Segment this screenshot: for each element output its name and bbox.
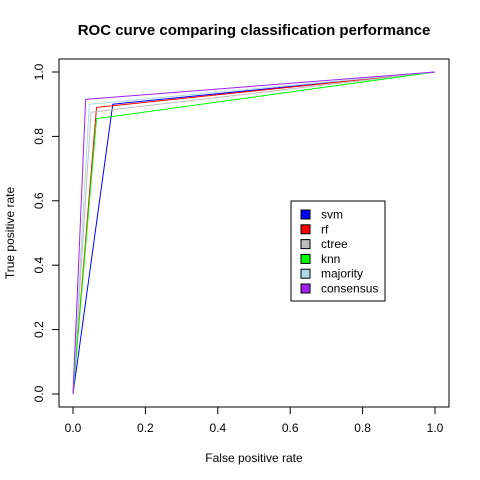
- y-tick-label: 0.8: [32, 128, 46, 145]
- series-line-svm: [72, 71, 436, 395]
- plot-frame: [58, 58, 450, 408]
- series-line-consensus: [72, 71, 436, 395]
- legend-swatch-ctree: [300, 239, 311, 250]
- series-line-majority: [72, 71, 436, 395]
- series-line-knn: [72, 71, 436, 395]
- series-layer: [72, 71, 436, 395]
- y-tick-label: 1.0: [32, 63, 46, 80]
- y-tick-label: 0.2: [32, 321, 46, 338]
- legend-swatch-svm: [300, 209, 311, 220]
- chart-title: ROC curve comparing classification perfo…: [78, 22, 431, 39]
- y-tick-label: 0.0: [32, 385, 46, 402]
- series-line-ctree: [72, 71, 436, 395]
- axis-layer: 0.0 0.2 0.4 0.6 0.8 1.0 0.0 0.2 0.4 0.6 0.8 1.0: [32, 63, 444, 435]
- legend-label-rf: rf: [321, 222, 329, 236]
- legend-label-consensus: consensus: [321, 282, 378, 296]
- legend-swatch-consensus: [300, 283, 311, 294]
- legend-swatch-rf: [300, 224, 311, 235]
- legend-swatch-majority: [300, 268, 311, 279]
- legend-label-knn: knn: [321, 252, 340, 266]
- x-tick-label: 0.8: [354, 421, 371, 435]
- legend-label-majority: majority: [321, 267, 363, 281]
- x-tick-label: 0.0: [65, 421, 82, 435]
- x-tick-label: 0.6: [282, 421, 299, 435]
- y-tick-label: 0.6: [32, 192, 46, 209]
- legend-swatch-knn: [300, 253, 311, 264]
- x-tick-label: 1.0: [427, 421, 444, 435]
- y-axis-label: True positive rate: [3, 187, 17, 280]
- x-axis-label: False positive rate: [205, 451, 303, 465]
- legend-label-svm: svm: [321, 208, 343, 222]
- x-tick-label: 0.2: [137, 421, 154, 435]
- y-tick-label: 0.4: [32, 257, 46, 274]
- legend-label-ctree: ctree: [321, 237, 348, 251]
- x-tick-label: 0.4: [209, 421, 226, 435]
